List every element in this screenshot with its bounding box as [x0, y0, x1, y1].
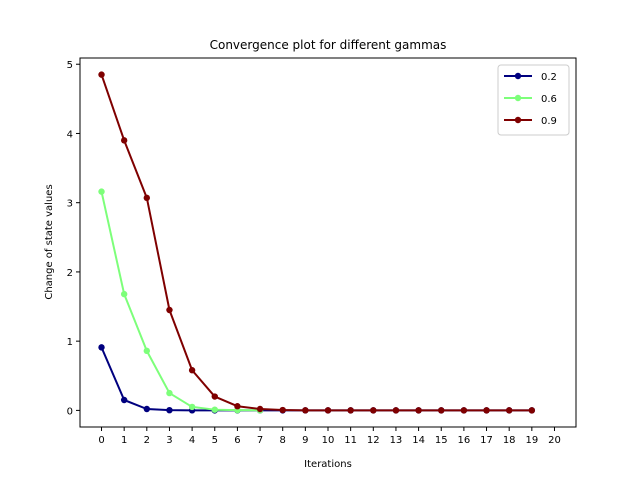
data-point	[528, 407, 536, 414]
data-point	[166, 406, 173, 414]
data-point	[234, 403, 241, 410]
data-point	[143, 405, 151, 413]
x-tick-label: 20	[548, 435, 561, 446]
x-tick-label: 3	[166, 435, 172, 446]
x-tick-label: 9	[302, 435, 308, 446]
x-tick-label: 4	[189, 435, 195, 446]
data-point	[120, 137, 128, 144]
data-point	[120, 396, 128, 404]
y-tick-label: 4	[67, 129, 73, 140]
data-point	[98, 71, 105, 78]
y-tick-label: 2	[67, 268, 73, 279]
data-point	[143, 347, 151, 355]
y-tick-label: 3	[67, 199, 73, 210]
legend-label-1: 0.6	[541, 94, 557, 105]
data-point	[166, 306, 173, 314]
data-point	[188, 367, 196, 374]
data-point	[256, 405, 264, 413]
data-point	[347, 407, 354, 414]
x-tick-label: 18	[503, 435, 516, 446]
x-tick-label: 17	[480, 435, 493, 446]
x-tick-label: 15	[435, 435, 448, 446]
data-point	[324, 407, 332, 414]
series-line-2	[100, 73, 533, 412]
legend-label-2: 0.9	[541, 116, 557, 127]
y-tick-label: 1	[67, 337, 73, 348]
legend-marker-2	[514, 116, 522, 124]
data-point	[505, 407, 513, 414]
x-tick-label: 2	[144, 435, 150, 446]
x-tick-label: 8	[280, 435, 286, 446]
series-line-1	[100, 190, 262, 412]
x-tick-label: 10	[322, 435, 335, 446]
x-tick-label: 11	[344, 435, 357, 446]
data-point	[211, 393, 218, 400]
x-tick-label: 5	[212, 435, 218, 446]
y-tick-label: 5	[67, 60, 73, 71]
legend: 0.2 0.6 0.9	[497, 64, 570, 136]
x-tick-label: 13	[390, 435, 403, 446]
data-point	[438, 407, 445, 414]
data-point	[415, 407, 422, 414]
data-point	[188, 403, 196, 411]
data-point	[483, 407, 490, 414]
y-tick-label: 0	[67, 406, 73, 417]
x-tick-label: 16	[458, 435, 471, 446]
data-point	[166, 389, 173, 397]
x-tick-label: 19	[525, 435, 538, 446]
legend-marker-0	[514, 72, 522, 80]
data-point	[392, 407, 400, 414]
data-point	[211, 406, 218, 413]
x-tick-label: 1	[121, 435, 127, 446]
data-point	[279, 406, 286, 414]
x-tick-label: 12	[367, 435, 380, 446]
legend-label-0: 0.2	[541, 72, 557, 83]
y-axis-label: Change of state values	[44, 184, 55, 299]
legend-marker-1	[514, 94, 522, 102]
data-point	[98, 188, 105, 195]
data-point	[98, 344, 105, 351]
x-tick-label: 14	[412, 435, 425, 446]
legend-box	[497, 64, 570, 136]
data-point	[370, 407, 377, 414]
chart-title: Convergence plot for different gammas	[210, 38, 447, 52]
data-point	[302, 407, 309, 414]
x-tick-label: 7	[257, 435, 263, 446]
x-tick-label: 6	[234, 435, 240, 446]
data-point	[143, 194, 151, 202]
plot-area	[79, 57, 577, 428]
x-axis-label: Iterations	[304, 459, 352, 470]
data-point	[120, 290, 128, 298]
x-tick-label: 0	[98, 435, 104, 446]
data-point	[460, 407, 468, 414]
